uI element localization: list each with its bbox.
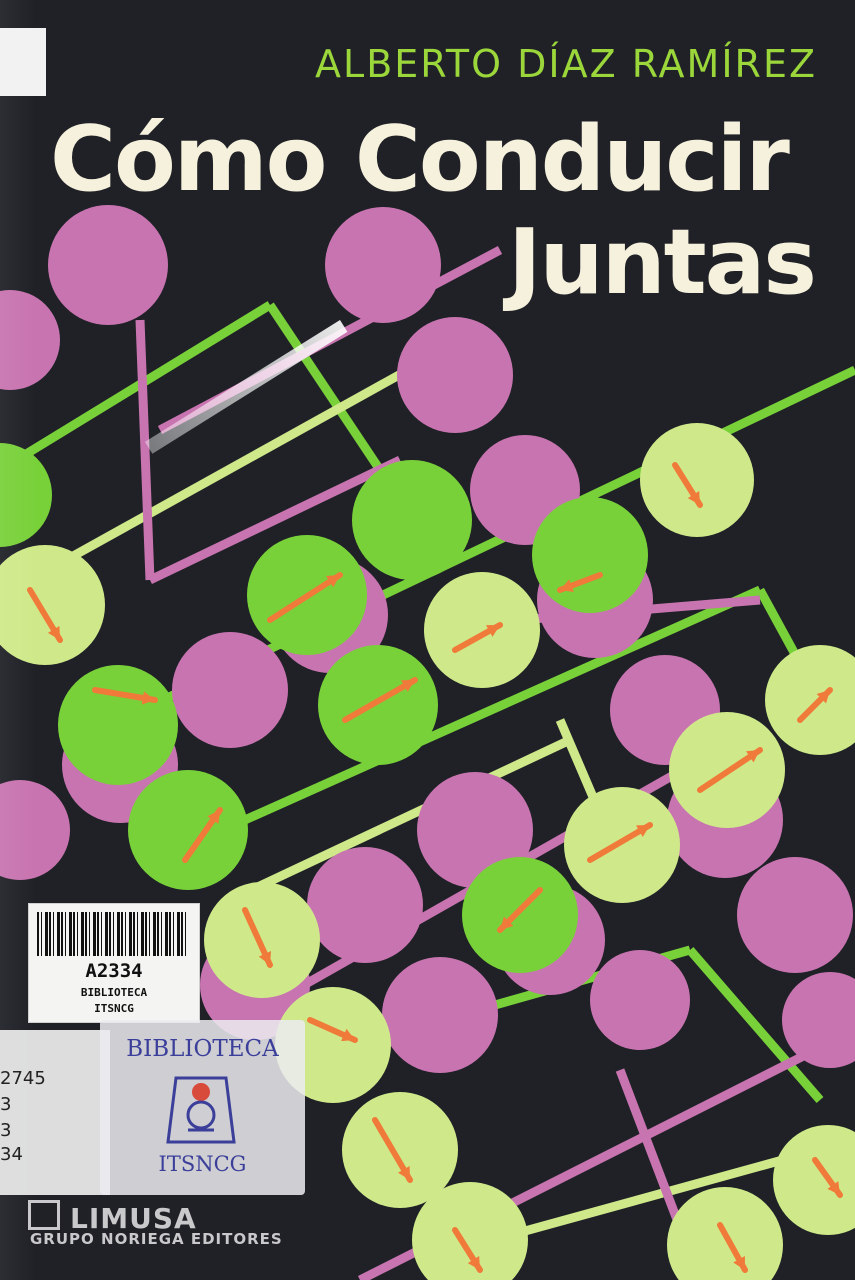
circle-node (532, 497, 648, 613)
connector-line (198, 585, 762, 845)
arrow-icon (27, 587, 63, 643)
arrow-icon (267, 572, 343, 623)
call-number-line2: 3 (0, 1094, 12, 1115)
arrow-icon (242, 907, 273, 968)
arrow-icon (672, 462, 703, 508)
barcode-icon (37, 912, 189, 956)
arrow-icon (717, 1222, 748, 1273)
circle-node (307, 847, 423, 963)
circle-node (773, 1125, 855, 1235)
library-sticker-institution: ITSNCG (158, 1152, 247, 1176)
arrow-icon (452, 622, 503, 653)
circle-node (782, 972, 855, 1068)
arrow-icon (342, 677, 418, 723)
circle-node (318, 645, 438, 765)
connector-line (0, 301, 273, 474)
arrow-icon (92, 687, 158, 705)
arrow-icon (372, 1117, 413, 1183)
library-sticker: BIBLIOTECA ITSNCG (100, 1020, 305, 1195)
barcode-library: BIBLIOTECA (80, 986, 148, 999)
arrow-icon (497, 887, 543, 933)
circle-node (0, 290, 60, 390)
circle-node (737, 857, 853, 973)
circle-node (342, 1092, 458, 1208)
seal-icon (166, 1076, 236, 1144)
circle-node (48, 205, 168, 325)
publisher-logo: LIMUSA (28, 1200, 197, 1235)
spine-tag (0, 28, 46, 96)
publisher-logo-text: LIMUSA (70, 1202, 197, 1235)
connector-line (266, 302, 384, 473)
publisher-name: GRUPO NORIEGA EDITORES (30, 1230, 283, 1248)
barcode-institution: ITSNCG (94, 1002, 134, 1015)
circle-node (590, 950, 690, 1050)
circle-node (462, 857, 578, 973)
arrow-icon (587, 822, 653, 863)
circle-node (382, 957, 498, 1073)
circle-node (397, 317, 513, 433)
circle-node (0, 780, 70, 880)
book-title-line2: Juntas (508, 210, 817, 315)
library-sticker-title: BIBLIOTECA (126, 1036, 279, 1062)
arrow-icon (812, 1157, 843, 1198)
circle-node (417, 772, 533, 888)
circle-node (424, 572, 540, 688)
barcode-label: A2334 BIBLIOTECA ITSNCG (28, 903, 200, 1023)
circle-node (564, 787, 680, 903)
arrow-icon (452, 1227, 483, 1273)
circle-node (325, 207, 441, 323)
connector-line (135, 319, 155, 581)
connector-line (686, 947, 824, 1103)
circle-node (0, 443, 52, 547)
connector-line (228, 735, 572, 905)
arrow-icon (307, 1017, 358, 1043)
call-number-line4: 34 (0, 1144, 23, 1165)
call-number-line1: 2745 (0, 1068, 46, 1089)
circle-node (58, 665, 178, 785)
circle-node (352, 460, 472, 580)
book-title-line1: Cómo Conducir (50, 107, 790, 212)
barcode-code: A2334 (85, 960, 143, 982)
circle-node (765, 645, 855, 755)
arrow-icon (797, 687, 833, 723)
publisher-logo-icon (28, 1200, 60, 1230)
connector-line (148, 455, 402, 585)
circle-node (640, 423, 754, 537)
circle-node (128, 770, 248, 890)
arrow-icon (697, 747, 763, 793)
author-name: ALBERTO DÍAZ RAMÍREZ (315, 42, 817, 86)
circle-node (204, 882, 320, 998)
arrow-icon (182, 807, 223, 863)
circle-node (172, 632, 288, 748)
call-number-line3: 3 (0, 1120, 12, 1141)
arrow-icon (557, 572, 603, 593)
call-number-label: 2745 3 3 34 (0, 1030, 110, 1195)
circle-node (0, 545, 105, 665)
circle-node (412, 1182, 528, 1280)
